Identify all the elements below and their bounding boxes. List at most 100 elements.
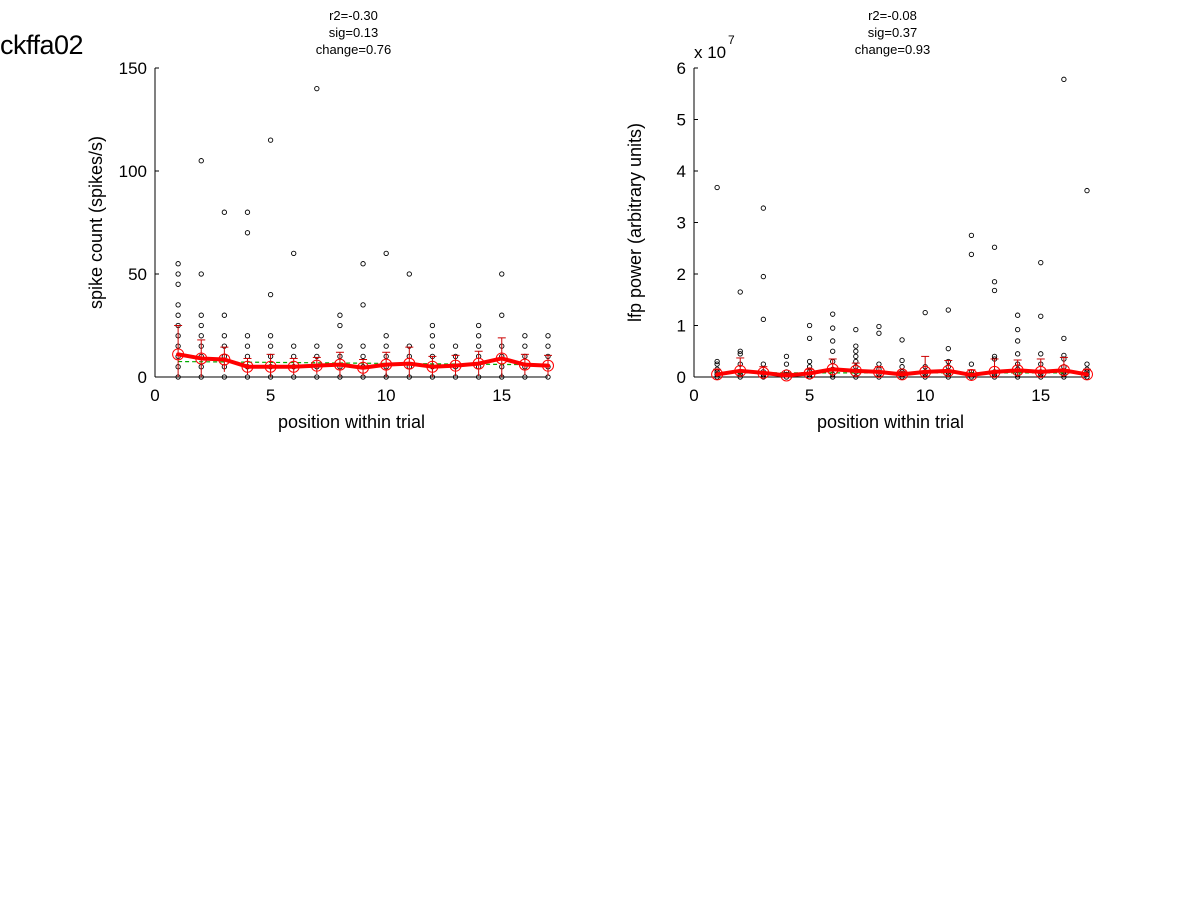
raw-data-point: [475, 333, 482, 339]
raw-data-point: [475, 343, 482, 349]
raw-data-point: [991, 279, 998, 285]
raw-data-point: [175, 271, 181, 277]
raw-data-point: [545, 333, 551, 339]
raw-data-point: [945, 346, 951, 352]
stats-line: r2=-0.08: [868, 8, 917, 23]
raw-data-point: [360, 302, 366, 308]
raw-data-point: [360, 343, 366, 349]
raw-data-point: [714, 361, 720, 367]
mean-marker: [333, 358, 346, 371]
y-axis-label: lfp power (arbitrary units): [625, 123, 645, 322]
raw-data-point: [1014, 351, 1021, 357]
raw-data-point: [737, 348, 743, 354]
raw-data-point: [991, 287, 998, 294]
raw-data-point: [406, 271, 412, 277]
x-tick-label: 0: [689, 386, 698, 405]
chart-panel-2: r2=-0.08 sig=0.37 change=0.93 0 5 10 15 0 1 2 3 4 5 6…: [625, 8, 1093, 432]
mean-marker: [1011, 364, 1024, 377]
raw-data-point: [1084, 187, 1090, 194]
raw-data-point: [267, 333, 274, 339]
raw-data-point: [714, 184, 720, 191]
stats-line: sig=0.13: [329, 25, 379, 40]
mean-marker: [872, 365, 885, 378]
raw-data-point: [267, 291, 274, 298]
raw-data-point: [760, 316, 767, 322]
raw-data-point: [760, 273, 767, 280]
x-tick-label: 0: [150, 386, 159, 405]
raw-data-point: [968, 232, 975, 239]
x-tick-label: 5: [805, 386, 814, 405]
raw-data-point: [945, 307, 951, 313]
figure-title: ckffa02: [0, 30, 84, 60]
mean-marker: [1081, 368, 1093, 381]
raw-data-point: [429, 333, 436, 339]
mean-marker: [542, 359, 554, 372]
raw-data-point: [876, 330, 882, 336]
raw-data-point: [968, 361, 975, 367]
x-tick-label: 10: [916, 386, 935, 405]
raw-data-point: [899, 357, 905, 364]
raw-data-point: [360, 261, 366, 267]
raw-data-point: [221, 333, 228, 339]
y-tick-label: 4: [677, 162, 686, 181]
mean-marker: [757, 366, 770, 379]
raw-data-point: [175, 281, 181, 287]
mean-marker: [942, 364, 955, 377]
mean-marker: [241, 360, 254, 373]
raw-data-point: [198, 158, 204, 164]
mean-marker: [472, 357, 485, 370]
raw-data-point: [522, 333, 528, 339]
raw-data-point: [291, 250, 297, 257]
mean-marker: [310, 359, 323, 372]
mean-marker: [919, 365, 932, 378]
raw-data-point: [830, 338, 836, 344]
mean-marker: [518, 358, 531, 371]
mean-marker: [965, 368, 978, 381]
raw-data-point: [714, 358, 720, 365]
stats-line: change=0.93: [855, 42, 931, 57]
raw-data-point: [291, 353, 297, 360]
raw-data-point: [853, 348, 859, 354]
raw-data-point: [383, 333, 389, 339]
raw-data-point: [314, 343, 320, 349]
raw-data-point: [244, 353, 251, 360]
raw-data-point: [853, 353, 859, 360]
raw-data-point: [198, 271, 204, 277]
raw-data-point: [922, 309, 928, 316]
mean-marker: [264, 360, 277, 373]
mean-line: [176, 352, 550, 370]
mean-marker: [826, 363, 839, 376]
raw-data-point: [475, 322, 482, 329]
mean-marker: [803, 367, 816, 380]
raw-data-point: [783, 353, 790, 360]
raw-data-point: [1014, 326, 1021, 333]
mean-line: [715, 367, 1089, 378]
x-tick-label: 15: [492, 386, 511, 405]
x-tick-label: 10: [377, 386, 396, 405]
raw-data-point: [499, 312, 505, 318]
y-tick-label: 3: [677, 214, 686, 233]
mean-marker: [988, 365, 1001, 378]
raw-data-point: [175, 302, 181, 308]
raw-data-point: [221, 312, 228, 318]
y-tick-label: 50: [128, 265, 147, 284]
stats-line: r2=-0.30: [329, 8, 378, 23]
raw-data-point: [314, 374, 320, 380]
raw-data-point: [383, 250, 389, 257]
mean-marker: [896, 368, 909, 381]
mean-marker: [734, 364, 747, 377]
raw-data-point: [314, 85, 320, 92]
raw-data-point: [853, 343, 859, 349]
raw-data-point: [760, 361, 767, 367]
raw-data-point: [1014, 338, 1021, 344]
raw-data-point: [267, 343, 274, 349]
y-tick-label: 150: [119, 59, 147, 78]
mean-marker: [357, 361, 370, 374]
mean-marker: [403, 357, 416, 370]
x-axis-label: position within trial: [278, 412, 425, 432]
raw-data-point: [198, 333, 204, 339]
raw-data-point: [337, 322, 343, 329]
raw-data-point: [1084, 361, 1090, 367]
raw-data-point: [783, 361, 790, 367]
